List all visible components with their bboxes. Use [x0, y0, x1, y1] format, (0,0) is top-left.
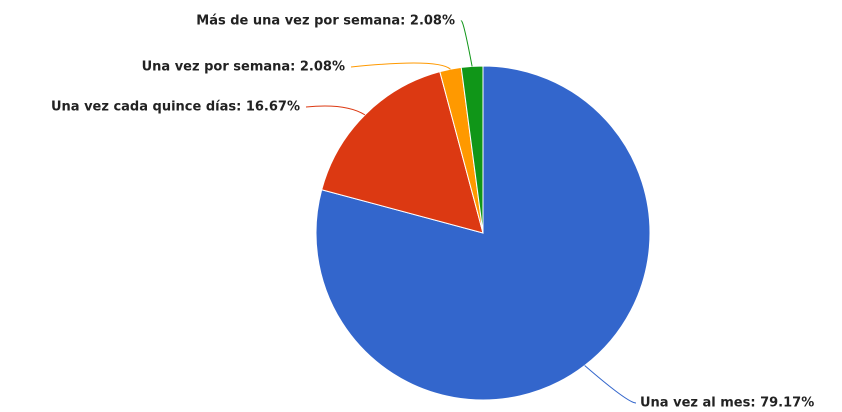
- pie-slice: [460, 65, 484, 234]
- pie-slice: [315, 65, 651, 401]
- data-label: Una vez cada quince días: 16.67%: [51, 100, 300, 115]
- leader-line: [460, 20, 473, 67]
- pie-slice: [321, 71, 484, 234]
- leader-line: [350, 62, 451, 70]
- leader-line: [305, 105, 366, 116]
- data-label: Una vez por semana: 2.08%: [142, 60, 345, 75]
- data-label: Más de una vez por semana: 2.08%: [196, 14, 455, 29]
- data-label: Una vez al mes: 79.17%: [640, 396, 814, 411]
- leader-line: [584, 365, 637, 404]
